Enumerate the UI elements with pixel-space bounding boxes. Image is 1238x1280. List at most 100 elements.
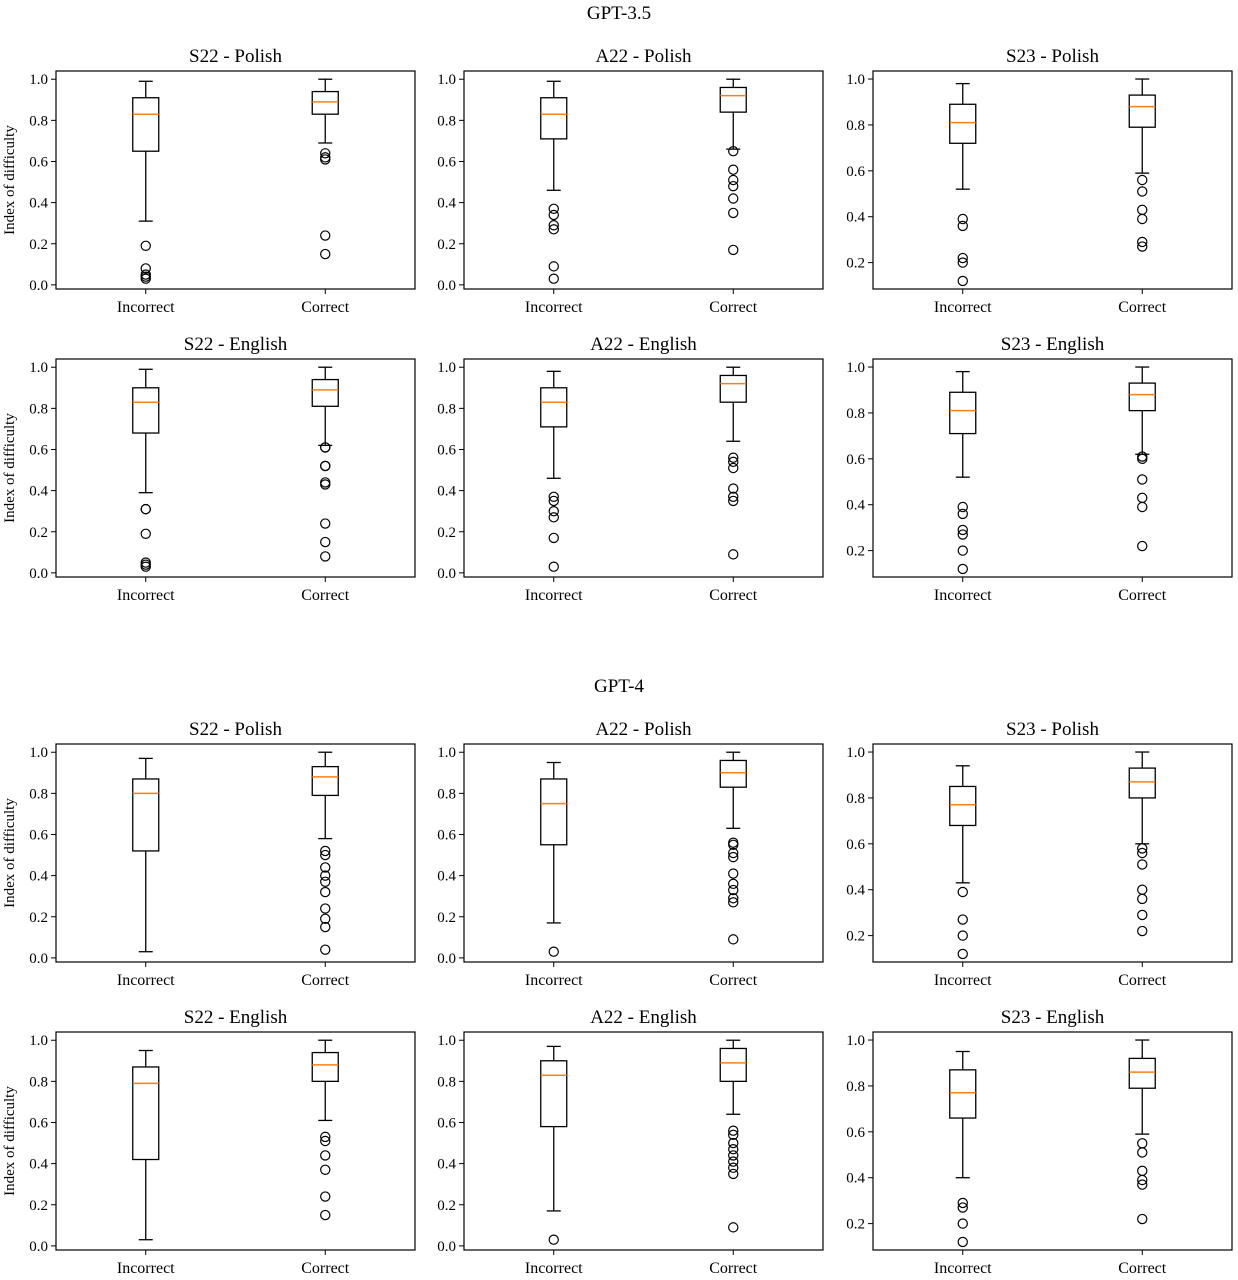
y-tick-label: 0.6 xyxy=(846,1125,865,1141)
outlier-point xyxy=(1137,1174,1148,1186)
iqr-box xyxy=(540,778,568,846)
y-tick-label: 0.6 xyxy=(29,1115,48,1131)
box-correct: Correct xyxy=(1118,78,1167,316)
y-tick-label: 0.6 xyxy=(437,442,456,458)
x-tick-label: Correct xyxy=(1118,299,1167,316)
y-tick-label: 0.2 xyxy=(846,929,865,945)
outlier-point xyxy=(957,275,968,287)
outlier-point xyxy=(548,203,559,214)
outlier-point xyxy=(320,845,331,857)
y-tick-label: 0.6 xyxy=(29,154,48,170)
y-tick-label: 1.0 xyxy=(437,360,456,376)
outlier-point xyxy=(1137,1179,1148,1190)
outlier-point xyxy=(728,1150,739,1161)
y-tick-label: 0.4 xyxy=(846,498,865,514)
outlier-point xyxy=(728,1168,739,1180)
y-tick-label: 0.0 xyxy=(29,566,48,582)
outlier-point xyxy=(957,1197,968,1209)
outlier-point xyxy=(140,273,151,284)
outlier-point xyxy=(728,851,739,863)
y-tick-label: 0.8 xyxy=(437,786,456,802)
iqr-box xyxy=(1128,382,1156,412)
y-tick-label: 1.0 xyxy=(846,360,865,376)
outlier-point xyxy=(728,1137,739,1149)
outlier-point xyxy=(957,508,968,520)
outlier-point xyxy=(548,261,559,272)
outlier-point xyxy=(728,893,739,904)
y-axis-label: Index of difficulty xyxy=(2,413,18,523)
outlier-point xyxy=(320,148,331,159)
iqr-box xyxy=(540,387,568,428)
outlier-point xyxy=(728,462,739,474)
outlier-point xyxy=(320,1209,331,1221)
axes-frame xyxy=(55,358,416,578)
y-tick-label: 0.4 xyxy=(29,196,48,212)
outlier-point xyxy=(957,252,968,264)
y-tick-label: 0.2 xyxy=(29,1198,48,1214)
outlier-point xyxy=(320,477,331,488)
iqr-box xyxy=(540,1060,568,1128)
outlier-point xyxy=(728,1125,739,1136)
y-tick-label: 1.0 xyxy=(846,1033,865,1049)
x-tick-label: Correct xyxy=(301,587,350,604)
box-incorrect: Incorrect xyxy=(934,370,992,604)
y-tick-label: 0.4 xyxy=(437,869,456,885)
y-tick-label: 0.2 xyxy=(437,1198,456,1214)
outlier-point xyxy=(320,903,331,914)
y-tick-label: 1.0 xyxy=(29,1033,48,1049)
iqr-box xyxy=(540,97,568,140)
y-tick-label: 0.4 xyxy=(437,1157,456,1173)
outlier-point xyxy=(728,837,739,848)
y-tick-label: 0.8 xyxy=(437,401,456,417)
y-tick-label: 0.8 xyxy=(437,1074,456,1090)
x-tick-label: Correct xyxy=(709,972,758,989)
outlier-point xyxy=(728,884,739,896)
group-title-gpt4: GPT-4 xyxy=(594,676,644,697)
outlier-point xyxy=(1137,453,1148,465)
y-tick-label: 0.2 xyxy=(437,525,456,541)
outlier-point xyxy=(1137,492,1148,504)
y-tick-label: 0.8 xyxy=(846,118,865,134)
chart-title: S22 - Polish xyxy=(189,46,282,67)
iqr-box xyxy=(311,90,339,115)
y-tick-label: 0.2 xyxy=(437,237,456,253)
x-tick-label: Incorrect xyxy=(525,587,583,604)
y-tick-label: 1.0 xyxy=(437,1033,456,1049)
axes-frame xyxy=(55,70,416,290)
outlier-point xyxy=(728,878,739,890)
y-tick-label: 0.0 xyxy=(29,1239,48,1255)
y-tick-label: 0.6 xyxy=(437,1115,456,1131)
outlier-point xyxy=(957,563,968,575)
chart-panel: S22 - Polish 0.0 0.2 0.4 0.6 0.8 1.0 Index of d… xyxy=(2,719,416,989)
x-tick-label: Incorrect xyxy=(525,1260,583,1277)
chart-title: S22 - Polish xyxy=(189,719,282,740)
axes-frame xyxy=(872,70,1233,290)
y-tick-label: 0.0 xyxy=(29,278,48,294)
outlier-point xyxy=(548,220,559,231)
outlier-point xyxy=(728,174,739,186)
outlier-point xyxy=(728,839,739,850)
y-tick-label: 0.4 xyxy=(29,1157,48,1173)
iqr-box xyxy=(311,1051,339,1083)
outlier-point xyxy=(1137,909,1148,921)
outlier-point xyxy=(140,263,151,274)
chart-panel: S22 - English 0.0 0.2 0.4 0.6 0.8 1.0 Index of … xyxy=(2,1007,416,1277)
iqr-box xyxy=(719,374,747,403)
outlier-point xyxy=(320,536,331,548)
outlier-point xyxy=(548,946,559,957)
box-incorrect: Incorrect xyxy=(934,765,992,989)
box-incorrect: Incorrect xyxy=(117,368,175,604)
outlier-point xyxy=(548,561,559,572)
outlier-point xyxy=(728,1144,739,1155)
y-tick-label: 1.0 xyxy=(846,72,865,88)
outlier-point xyxy=(548,273,559,284)
outlier-point xyxy=(957,930,968,941)
outlier-point xyxy=(548,224,559,235)
outlier-point xyxy=(1137,236,1148,248)
chart-panel: A22 - Polish 0.0 0.2 0.4 0.6 0.8 1.0 Incorrect C… xyxy=(437,46,824,316)
x-tick-label: Correct xyxy=(1118,587,1167,604)
outlier-point xyxy=(320,442,331,453)
x-tick-label: Correct xyxy=(1118,1260,1167,1277)
y-tick-label: 0.2 xyxy=(846,1217,865,1233)
